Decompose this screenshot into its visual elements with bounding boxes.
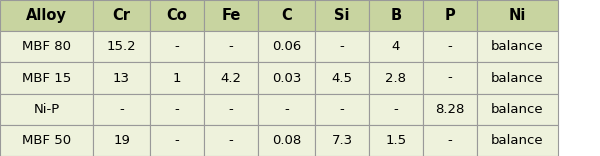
- Bar: [477, 125, 558, 156]
- Bar: [93, 62, 150, 94]
- Bar: [369, 62, 423, 94]
- Bar: [423, 94, 477, 125]
- Bar: [315, 94, 369, 125]
- Text: MBF 80: MBF 80: [22, 40, 71, 53]
- Text: -: -: [340, 40, 344, 53]
- Text: 4: 4: [392, 40, 400, 53]
- Text: 7.3: 7.3: [331, 134, 353, 147]
- Text: -: -: [340, 103, 344, 116]
- Text: 1: 1: [173, 71, 181, 85]
- Text: Si: Si: [334, 8, 350, 23]
- Bar: [204, 125, 258, 156]
- Bar: [93, 0, 150, 31]
- Bar: [258, 94, 315, 125]
- Text: -: -: [229, 134, 233, 147]
- Text: -: -: [448, 71, 452, 85]
- Bar: [315, 62, 369, 94]
- Bar: [258, 0, 315, 31]
- Text: 0.03: 0.03: [272, 71, 301, 85]
- Text: 0.06: 0.06: [272, 40, 301, 53]
- Text: balance: balance: [491, 40, 544, 53]
- Text: MBF 50: MBF 50: [22, 134, 71, 147]
- Bar: [423, 62, 477, 94]
- Bar: [423, 0, 477, 31]
- Bar: [258, 62, 315, 94]
- Text: -: -: [119, 103, 124, 116]
- Text: 19: 19: [113, 134, 130, 147]
- Bar: [93, 125, 150, 156]
- Text: B: B: [391, 8, 401, 23]
- Text: Co: Co: [167, 8, 187, 23]
- Bar: [150, 94, 204, 125]
- Text: -: -: [229, 103, 233, 116]
- Text: -: -: [229, 40, 233, 53]
- Bar: [150, 0, 204, 31]
- Bar: [0, 125, 93, 156]
- Bar: [204, 0, 258, 31]
- Text: C: C: [281, 8, 292, 23]
- Bar: [150, 125, 204, 156]
- Text: MBF 15: MBF 15: [22, 71, 71, 85]
- Bar: [0, 31, 93, 62]
- Bar: [369, 94, 423, 125]
- Bar: [477, 94, 558, 125]
- Bar: [315, 125, 369, 156]
- Bar: [423, 125, 477, 156]
- Bar: [0, 62, 93, 94]
- Bar: [150, 31, 204, 62]
- Text: 0.08: 0.08: [272, 134, 301, 147]
- Text: Ni: Ni: [509, 8, 526, 23]
- Bar: [423, 31, 477, 62]
- Bar: [93, 94, 150, 125]
- Text: -: -: [175, 103, 179, 116]
- Bar: [204, 62, 258, 94]
- Bar: [204, 31, 258, 62]
- Bar: [204, 94, 258, 125]
- Text: P: P: [445, 8, 455, 23]
- Bar: [477, 31, 558, 62]
- Bar: [477, 62, 558, 94]
- Bar: [369, 31, 423, 62]
- Bar: [369, 0, 423, 31]
- Text: balance: balance: [491, 134, 544, 147]
- Text: 8.28: 8.28: [436, 103, 464, 116]
- Text: Alloy: Alloy: [26, 8, 67, 23]
- Text: -: -: [175, 134, 179, 147]
- Text: -: -: [448, 134, 452, 147]
- Text: Fe: Fe: [221, 8, 241, 23]
- Bar: [258, 31, 315, 62]
- Bar: [150, 62, 204, 94]
- Bar: [0, 94, 93, 125]
- Text: Ni-P: Ni-P: [34, 103, 59, 116]
- Text: 1.5: 1.5: [385, 134, 407, 147]
- Text: -: -: [175, 40, 179, 53]
- Text: 2.8: 2.8: [385, 71, 407, 85]
- Bar: [369, 125, 423, 156]
- Text: 15.2: 15.2: [107, 40, 136, 53]
- Text: -: -: [284, 103, 289, 116]
- Text: -: -: [448, 40, 452, 53]
- Text: 13: 13: [113, 71, 130, 85]
- Text: balance: balance: [491, 103, 544, 116]
- Text: 4.5: 4.5: [331, 71, 352, 85]
- Bar: [477, 0, 558, 31]
- Text: -: -: [394, 103, 398, 116]
- Bar: [93, 31, 150, 62]
- Text: balance: balance: [491, 71, 544, 85]
- Bar: [0, 0, 93, 31]
- Text: Cr: Cr: [113, 8, 131, 23]
- Text: 4.2: 4.2: [221, 71, 241, 85]
- Bar: [258, 125, 315, 156]
- Bar: [315, 0, 369, 31]
- Bar: [315, 31, 369, 62]
